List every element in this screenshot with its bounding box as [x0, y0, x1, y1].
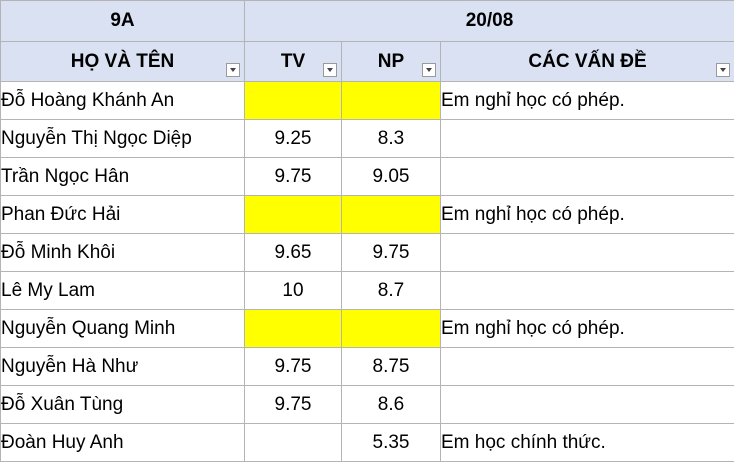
np-score-cell[interactable]: 8.75	[341, 347, 441, 386]
np-score-cell[interactable]: 5.35	[341, 423, 441, 462]
tv-score-cell[interactable]	[244, 195, 342, 234]
issue-note-cell[interactable]	[439, 119, 734, 158]
title-row: 9A 20/08	[0, 0, 734, 42]
student-name-cell[interactable]: Nguyễn Hà Như	[0, 347, 245, 386]
table-row: Nguyễn Thị Ngọc Diệp 9.25 8.3	[0, 119, 734, 158]
table-row: Trần Ngọc Hân 9.75 9.05	[0, 157, 734, 196]
header-np-label: NP	[377, 50, 405, 72]
tv-score-cell[interactable]	[244, 309, 342, 348]
issue-note-cell[interactable]	[439, 347, 734, 386]
student-name-cell[interactable]: Đoàn Huy Anh	[0, 423, 245, 462]
chevron-down-icon	[426, 68, 432, 72]
np-score-cell[interactable]: 8.6	[341, 385, 441, 424]
student-name-cell[interactable]: Đỗ Xuân Tùng	[0, 385, 245, 424]
issue-note-cell[interactable]: Em nghỉ học có phép.	[439, 81, 734, 120]
date-label-cell[interactable]: 20/08	[243, 0, 734, 42]
header-tv-label: TV	[280, 50, 306, 72]
student-name-cell[interactable]: Trần Ngọc Hân	[0, 157, 245, 196]
student-name-cell[interactable]: Đỗ Hoàng Khánh An	[0, 81, 245, 120]
score-sheet: 9A 20/08 HỌ VÀ TÊN TV NP CÁC VẤN ĐỀ Đỗ H…	[0, 0, 734, 462]
tv-score-cell[interactable]	[244, 423, 342, 462]
tv-score-cell[interactable]: 9.75	[244, 157, 342, 196]
issue-note-cell[interactable]	[439, 271, 734, 310]
student-name-cell[interactable]: Nguyễn Quang Minh	[0, 309, 245, 348]
np-score-cell[interactable]: 8.3	[341, 119, 441, 158]
np-score-cell[interactable]	[341, 81, 441, 120]
header-tv-cell[interactable]: TV	[244, 41, 342, 82]
table-row: Đỗ Xuân Tùng 9.75 8.6	[0, 385, 734, 424]
tv-score-cell[interactable]: 9.75	[244, 347, 342, 386]
chevron-down-icon	[230, 68, 236, 72]
tv-score-cell[interactable]: 9.75	[244, 385, 342, 424]
filter-dropdown-np[interactable]	[422, 63, 436, 77]
np-score-cell[interactable]: 8.7	[341, 271, 441, 310]
issue-note-cell[interactable]	[439, 233, 734, 272]
np-score-cell[interactable]: 9.05	[341, 157, 441, 196]
filter-dropdown-issues[interactable]	[716, 63, 731, 77]
header-issues-label: CÁC VẤN ĐỀ	[528, 50, 647, 72]
table-row: Đỗ Hoàng Khánh An Em nghỉ học có phép.	[0, 81, 734, 120]
table-row: Đoàn Huy Anh 5.35 Em học chính thức.	[0, 423, 734, 462]
issue-note-cell[interactable]	[439, 157, 734, 196]
table-row: Lê My Lam 10 8.7	[0, 271, 734, 310]
tv-score-cell[interactable]	[244, 81, 342, 120]
class-label-cell[interactable]: 9A	[0, 0, 245, 42]
student-name-cell[interactable]: Đỗ Minh Khôi	[0, 233, 245, 272]
header-np-cell[interactable]: NP	[341, 41, 441, 82]
issue-note-cell[interactable]	[439, 385, 734, 424]
tv-score-cell[interactable]: 9.65	[244, 233, 342, 272]
header-name-label: HỌ VÀ TÊN	[70, 50, 175, 72]
table-row: Đỗ Minh Khôi 9.65 9.75	[0, 233, 734, 272]
student-name-cell[interactable]: Nguyễn Thị Ngọc Diệp	[0, 119, 245, 158]
header-issues-cell[interactable]: CÁC VẤN ĐỀ	[439, 41, 734, 82]
table-row: Nguyễn Hà Như 9.75 8.75	[0, 347, 734, 386]
np-score-cell[interactable]	[341, 309, 441, 348]
issue-note-cell[interactable]: Em học chính thức.	[439, 423, 734, 462]
np-score-cell[interactable]: 9.75	[341, 233, 441, 272]
issue-note-cell[interactable]: Em nghỉ học có phép.	[439, 195, 734, 234]
table-row: Phan Đức Hải Em nghỉ học có phép.	[0, 195, 734, 234]
header-row: HỌ VÀ TÊN TV NP CÁC VẤN ĐỀ	[0, 41, 734, 82]
chevron-down-icon	[720, 68, 727, 72]
chevron-down-icon	[327, 68, 333, 72]
student-name-cell[interactable]: Phan Đức Hải	[0, 195, 245, 234]
issue-note-cell[interactable]: Em nghỉ học có phép.	[439, 309, 734, 348]
table-row: Nguyễn Quang Minh Em nghỉ học có phép.	[0, 309, 734, 348]
filter-dropdown-tv[interactable]	[323, 63, 337, 77]
np-score-cell[interactable]	[341, 195, 441, 234]
header-name-cell[interactable]: HỌ VÀ TÊN	[0, 41, 245, 82]
tv-score-cell[interactable]: 9.25	[244, 119, 342, 158]
student-name-cell[interactable]: Lê My Lam	[0, 271, 245, 310]
tv-score-cell[interactable]: 10	[244, 271, 342, 310]
filter-dropdown-name[interactable]	[226, 63, 240, 77]
